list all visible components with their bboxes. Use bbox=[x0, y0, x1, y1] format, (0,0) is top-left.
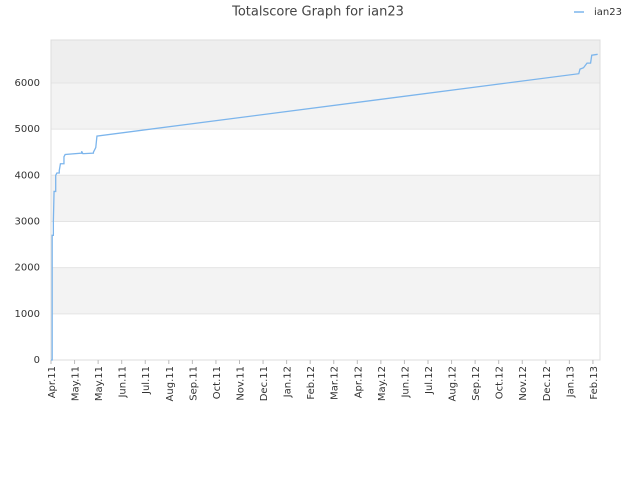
x-tick-label: Oct.11 bbox=[212, 366, 223, 399]
x-tick-label: Dec.12 bbox=[542, 366, 553, 401]
y-tick-label: 1000 bbox=[15, 309, 40, 320]
plot-border bbox=[50, 39, 601, 361]
x-tick-label: Aug.11 bbox=[165, 366, 176, 401]
x-tick-label: Feb.13 bbox=[589, 366, 600, 400]
x-tick-label: Jun.11 bbox=[118, 366, 129, 399]
x-tick-label: Mar.12 bbox=[330, 366, 341, 400]
plot-band bbox=[51, 221, 600, 268]
x-tick-label: May.11 bbox=[71, 366, 82, 401]
x-tick-label: Apr.11 bbox=[47, 366, 58, 398]
data-line bbox=[51, 53, 598, 361]
y-tick-label: 0 bbox=[34, 355, 40, 366]
plot-band bbox=[51, 313, 600, 360]
x-tick-label: Aug.12 bbox=[448, 366, 459, 401]
x-tick-label: Sep.12 bbox=[471, 366, 482, 401]
x-tick-label: May.11 bbox=[94, 366, 105, 401]
legend-label: ian23 bbox=[594, 7, 622, 18]
x-tick-label: Jul.11 bbox=[141, 366, 152, 395]
y-tick-label: 2000 bbox=[15, 263, 40, 274]
x-tick-label: Jun.12 bbox=[400, 366, 411, 399]
plot-band bbox=[51, 129, 600, 176]
x-tick-label: Oct.12 bbox=[495, 366, 506, 399]
chart-title: Totalscore Graph for ian23 bbox=[231, 5, 404, 20]
x-tick-label: Dec.11 bbox=[259, 366, 270, 401]
x-tick-label: Apr.12 bbox=[353, 366, 364, 398]
y-tick-label: 6000 bbox=[15, 78, 40, 89]
x-tick-label: May.12 bbox=[377, 366, 388, 401]
x-tick-label: Jan.12 bbox=[283, 366, 294, 398]
x-tick-label: Jan.13 bbox=[565, 366, 576, 398]
plot-band bbox=[51, 175, 600, 222]
x-tick-label: Nov.12 bbox=[518, 366, 529, 401]
plot-band bbox=[51, 267, 600, 314]
y-tick-label: 3000 bbox=[15, 216, 40, 227]
x-tick-label: Nov.11 bbox=[235, 366, 246, 401]
x-tick-label: Jul.12 bbox=[424, 366, 435, 395]
y-tick-label: 4000 bbox=[15, 170, 40, 181]
plot-band bbox=[51, 40, 600, 83]
x-tick-label: Feb.12 bbox=[306, 366, 317, 400]
x-tick-label: Sep.11 bbox=[188, 366, 199, 401]
y-tick-label: 5000 bbox=[15, 124, 40, 135]
